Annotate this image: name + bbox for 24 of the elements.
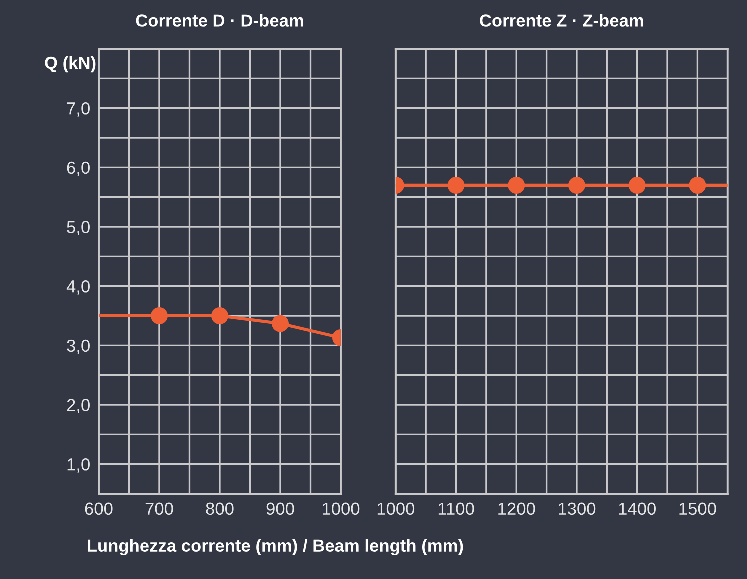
x-tick-label: 1200: [498, 502, 536, 516]
x-tick-label: 1400: [619, 502, 656, 516]
x-tick-label: 1300: [559, 502, 596, 516]
x-tick-label: 1000: [323, 502, 360, 516]
y-tick-label: 6,0: [67, 162, 90, 176]
y-axis-title: Q (kN): [45, 56, 96, 73]
chart-title: Corrente Z · Z-beam: [480, 14, 644, 27]
y-tick-label: 3,0: [67, 340, 90, 354]
y-tick-label: 5,0: [67, 221, 90, 236]
x-tick-label: 1100: [438, 502, 474, 516]
x-tick-label: 800: [206, 502, 234, 516]
x-tick-label: 1000: [378, 502, 415, 516]
y-tick-label: 1,0: [68, 458, 90, 473]
x-tick-label: 1500: [680, 502, 716, 516]
x-axis-title: Lunghezza corrente (mm) / Beam length (mm): [88, 539, 464, 556]
y-tick-label: 7,0: [67, 102, 90, 117]
y-tick-label: 2,0: [67, 399, 90, 414]
chart-title: Corrente D · D-beam: [136, 14, 304, 27]
point: [150, 307, 168, 324]
point: [211, 307, 228, 324]
x-tick-label: 700: [146, 502, 174, 516]
y-tick-label: 4,0: [66, 280, 90, 295]
x-tick-label: 600: [85, 502, 113, 516]
x-tick-label: 900: [266, 502, 294, 516]
